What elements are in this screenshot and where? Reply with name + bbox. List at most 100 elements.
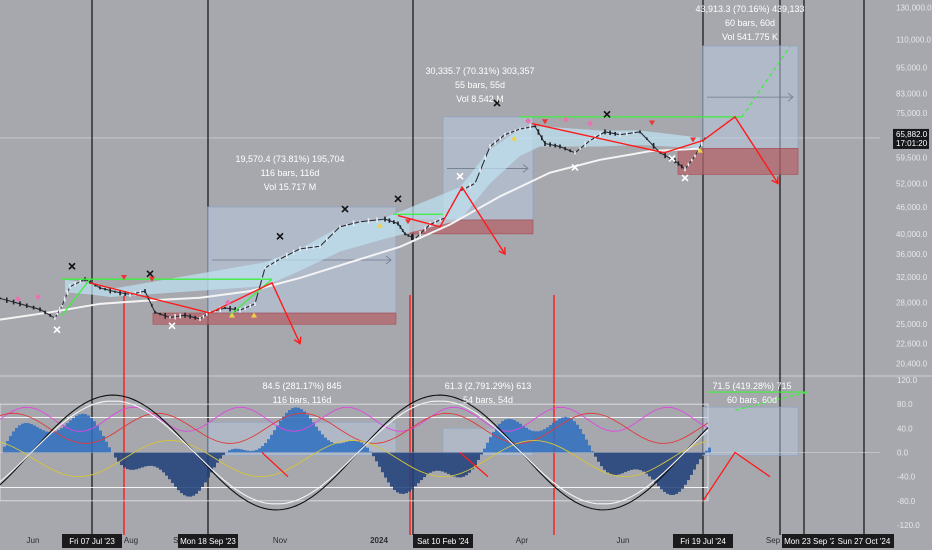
osc-histogram-bar: [45, 431, 48, 453]
candle: [6, 297, 8, 303]
price-tick-label: 110,000.0: [896, 35, 932, 44]
osc-histogram-bar: [60, 428, 63, 453]
osc-histogram-bar: [666, 452, 669, 494]
candle: [54, 316, 56, 320]
candle: [79, 279, 81, 284]
osc-histogram-bar: [696, 452, 699, 465]
candle: [604, 129, 606, 135]
osc-histogram-bar: [570, 418, 573, 453]
osc-histogram-bar: [252, 450, 255, 453]
candle: [189, 314, 191, 319]
osc-histogram-bar: [195, 452, 198, 494]
red-triangle: [649, 120, 655, 126]
osc-box-2: [702, 406, 799, 456]
date-flag-bg: [673, 534, 733, 548]
candle: [119, 289, 121, 296]
candle: [681, 164, 683, 169]
osc-histogram-bar: [552, 422, 555, 453]
signal-x-marker: [53, 326, 61, 334]
candle: [202, 314, 205, 319]
date-flag-label: Sat 10 Feb '24: [417, 537, 469, 546]
moving-average-line: [0, 147, 701, 321]
osc-histogram-bar: [24, 422, 27, 453]
osc-histogram-bar: [597, 452, 600, 462]
osc-histogram-bar: [186, 452, 189, 497]
osc-histogram-bar: [471, 452, 474, 470]
box-arrowhead-2: [787, 92, 794, 102]
osc-histogram-bar: [174, 452, 177, 487]
osc-histogram-bar: [594, 452, 597, 457]
candle: [687, 162, 690, 167]
candle: [599, 132, 601, 137]
osc-histogram-bar: [300, 409, 303, 453]
date-flag-label: Fri 19 Jul '24: [680, 537, 726, 546]
candle: [326, 237, 328, 242]
candle: [541, 135, 543, 141]
candle: [332, 231, 335, 235]
osc-histogram-bar: [87, 415, 90, 453]
osc-histogram-bar: [384, 452, 387, 478]
candle: [39, 307, 41, 312]
candle: [109, 287, 111, 294]
osc-histogram-bar: [36, 427, 39, 453]
osc-line-yellow: [0, 439, 709, 478]
osc-histogram-bar: [675, 452, 678, 494]
candle: [414, 237, 416, 240]
signal-x-marker: [668, 154, 676, 163]
candle: [164, 312, 166, 319]
price-tick-label: 46,000.0: [896, 203, 928, 212]
price-tick-label: 95,000.0: [896, 64, 928, 73]
osc-annotation-label: 61.3 (2,791.29%) 613: [445, 381, 532, 391]
date-flag-label: Mon 18 Sep '23: [180, 537, 236, 546]
month-label: Apr: [516, 536, 529, 545]
candle: [199, 316, 201, 321]
candle: [139, 290, 141, 295]
osc-histogram-bar: [435, 452, 438, 471]
osc-tick-label: -120.0: [897, 521, 920, 530]
candle: [339, 225, 341, 229]
osc-histogram-bar: [180, 452, 183, 494]
red-swing-0: [89, 281, 301, 344]
candle: [184, 312, 186, 318]
osc-histogram-bar: [9, 435, 12, 453]
date-flag-bg: [178, 534, 238, 548]
osc-histogram-bar: [591, 451, 594, 453]
candle: [529, 124, 531, 131]
candle: [49, 313, 51, 317]
osc-histogram-bar: [51, 432, 54, 453]
osc-histogram-bar: [102, 435, 105, 453]
month-label: Nov: [273, 536, 287, 545]
candle: [174, 313, 176, 320]
candle: [549, 142, 551, 147]
candle: [159, 312, 161, 316]
box-arrowhead-1: [522, 164, 529, 173]
yellow-triangle: [377, 222, 383, 228]
candle: [664, 152, 666, 159]
osc-histogram-bar: [171, 452, 174, 484]
candle: [292, 249, 295, 255]
osc-histogram-bar: [426, 452, 429, 475]
candle: [669, 155, 671, 161]
osc-histogram-bar: [93, 421, 96, 453]
osc-histogram-bar: [369, 451, 372, 453]
projection-label: 116 bars, 116d: [261, 168, 320, 178]
osc-histogram-bar: [303, 411, 306, 453]
candle: [697, 148, 700, 151]
osc-histogram-bar: [576, 424, 579, 453]
candle: [434, 219, 436, 225]
osc-histogram-bar: [141, 452, 144, 468]
osc-histogram-bar: [648, 452, 651, 477]
osc-histogram-bar: [642, 452, 645, 472]
price-tick-label: 20,400.0: [896, 359, 928, 368]
date-flag: Sun 27 Oct '24: [834, 534, 894, 548]
osc-histogram-bar: [201, 452, 204, 487]
candle: [234, 307, 236, 312]
osc-green-projection: [734, 391, 809, 411]
osc-histogram-bar: [54, 431, 57, 453]
stop-box-2: [677, 148, 799, 175]
osc-histogram-bar: [402, 452, 405, 494]
candle: [646, 137, 648, 140]
candle: [254, 301, 256, 306]
candle: [154, 310, 156, 314]
